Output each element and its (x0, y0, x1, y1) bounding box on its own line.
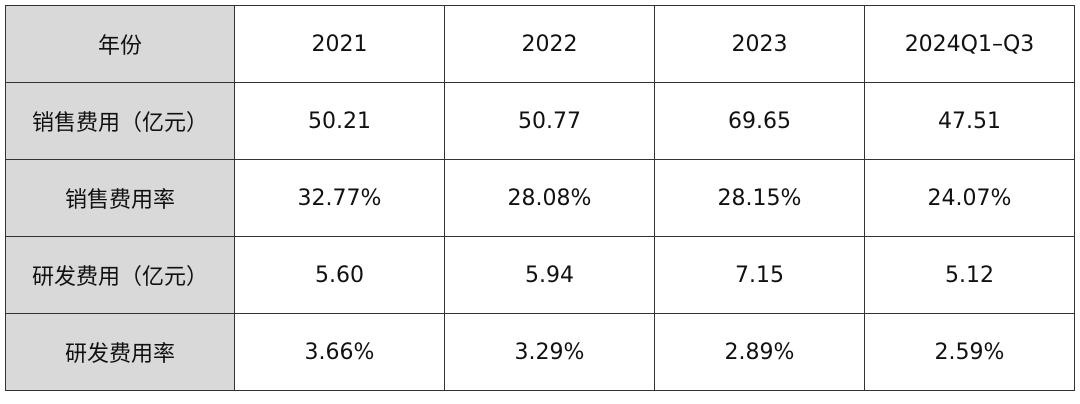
table-cell: 7.15 (654, 236, 865, 314)
table-row: 年份 2021 2022 2023 2024Q1–Q3 (5, 5, 1075, 83)
table-cell: 3.29% (444, 313, 655, 391)
table-cell: 2022 (444, 5, 655, 83)
table-cell: 50.77 (444, 82, 655, 160)
table-cell: 5.60 (234, 236, 445, 314)
table-row: 研发费用（亿元） 5.60 5.94 7.15 5.12 (5, 236, 1075, 314)
row-header-cell: 年份 (5, 5, 235, 83)
table-row: 销售费用率 32.77% 28.08% 28.15% 24.07% (5, 159, 1075, 237)
table-cell: 24.07% (864, 159, 1075, 237)
table-row: 研发费用率 3.66% 3.29% 2.89% 2.59% (5, 313, 1075, 391)
table-cell: 28.15% (654, 159, 865, 237)
table-cell: 69.65 (654, 82, 865, 160)
table-cell: 5.94 (444, 236, 655, 314)
table-cell: 2.89% (654, 313, 865, 391)
table-cell: 2024Q1–Q3 (864, 5, 1075, 83)
table-row: 销售费用（亿元） 50.21 50.77 69.65 47.51 (5, 82, 1075, 160)
table-cell: 5.12 (864, 236, 1075, 314)
row-header-cell: 研发费用率 (5, 313, 235, 391)
table-cell: 2.59% (864, 313, 1075, 391)
data-table: 年份 2021 2022 2023 2024Q1–Q3 销售费用（亿元） 50.21 50.7… (5, 5, 1075, 391)
row-header-cell: 销售费用率 (5, 159, 235, 237)
row-header-cell: 销售费用（亿元） (5, 82, 235, 160)
row-header-cell: 研发费用（亿元） (5, 236, 235, 314)
table-cell: 28.08% (444, 159, 655, 237)
table-cell: 50.21 (234, 82, 445, 160)
table-cell: 2021 (234, 5, 445, 83)
table-cell: 32.77% (234, 159, 445, 237)
table-cell: 3.66% (234, 313, 445, 391)
table-cell: 47.51 (864, 82, 1075, 160)
table-cell: 2023 (654, 5, 865, 83)
